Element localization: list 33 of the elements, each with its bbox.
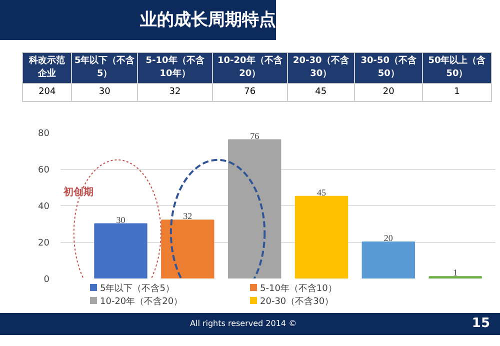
text: 15 — [472, 315, 490, 333]
y-tick-label: 40 — [38, 202, 50, 212]
y-tick-label: 80 — [38, 129, 50, 139]
data-label: 1 — [453, 268, 458, 278]
legend-label: 10-20年（不含20） — [99, 296, 184, 309]
category-label: 20-30（不含30） — [287, 52, 355, 84]
category-label: 5年以下（不含5） — [72, 52, 138, 84]
data-label: 1 — [422, 83, 492, 102]
y-tick-label: 60 — [38, 166, 50, 176]
data-label: 30 — [116, 214, 126, 225]
annotation: 初创期 — [62, 186, 94, 198]
category-label: 5-10年（不含10年） — [137, 52, 213, 84]
y-tick-label: 0 — [44, 275, 50, 285]
data-label: 76 — [250, 130, 260, 141]
data-label: 45 — [287, 83, 355, 102]
data-label: 76 — [212, 83, 288, 102]
data-label: 20 — [354, 83, 422, 102]
chart-title: 业的成长周期特点 — [0, 0, 276, 40]
text: All rights reserved 2014 © — [190, 318, 297, 330]
data-label: 30 — [72, 83, 138, 102]
data-label: 32 — [183, 211, 192, 222]
legend-label: 5-10年（不含10） — [259, 283, 338, 296]
data-label: 32 — [137, 83, 213, 102]
text: 204 — [22, 83, 72, 102]
legend-label: 5年以下（不含5） — [99, 283, 176, 296]
data-label: 20 — [384, 233, 394, 243]
category-label: 30-50（不含50） — [354, 52, 422, 84]
text: 科改示范企业 — [22, 52, 72, 84]
y-tick-label: 20 — [38, 238, 50, 248]
data-label: 45 — [317, 187, 326, 198]
category-label: 10-20年（不含20） — [212, 52, 288, 84]
category-label: 50年以上（含50） — [422, 52, 492, 84]
legend-label: 20-30（不含30） — [259, 296, 335, 309]
